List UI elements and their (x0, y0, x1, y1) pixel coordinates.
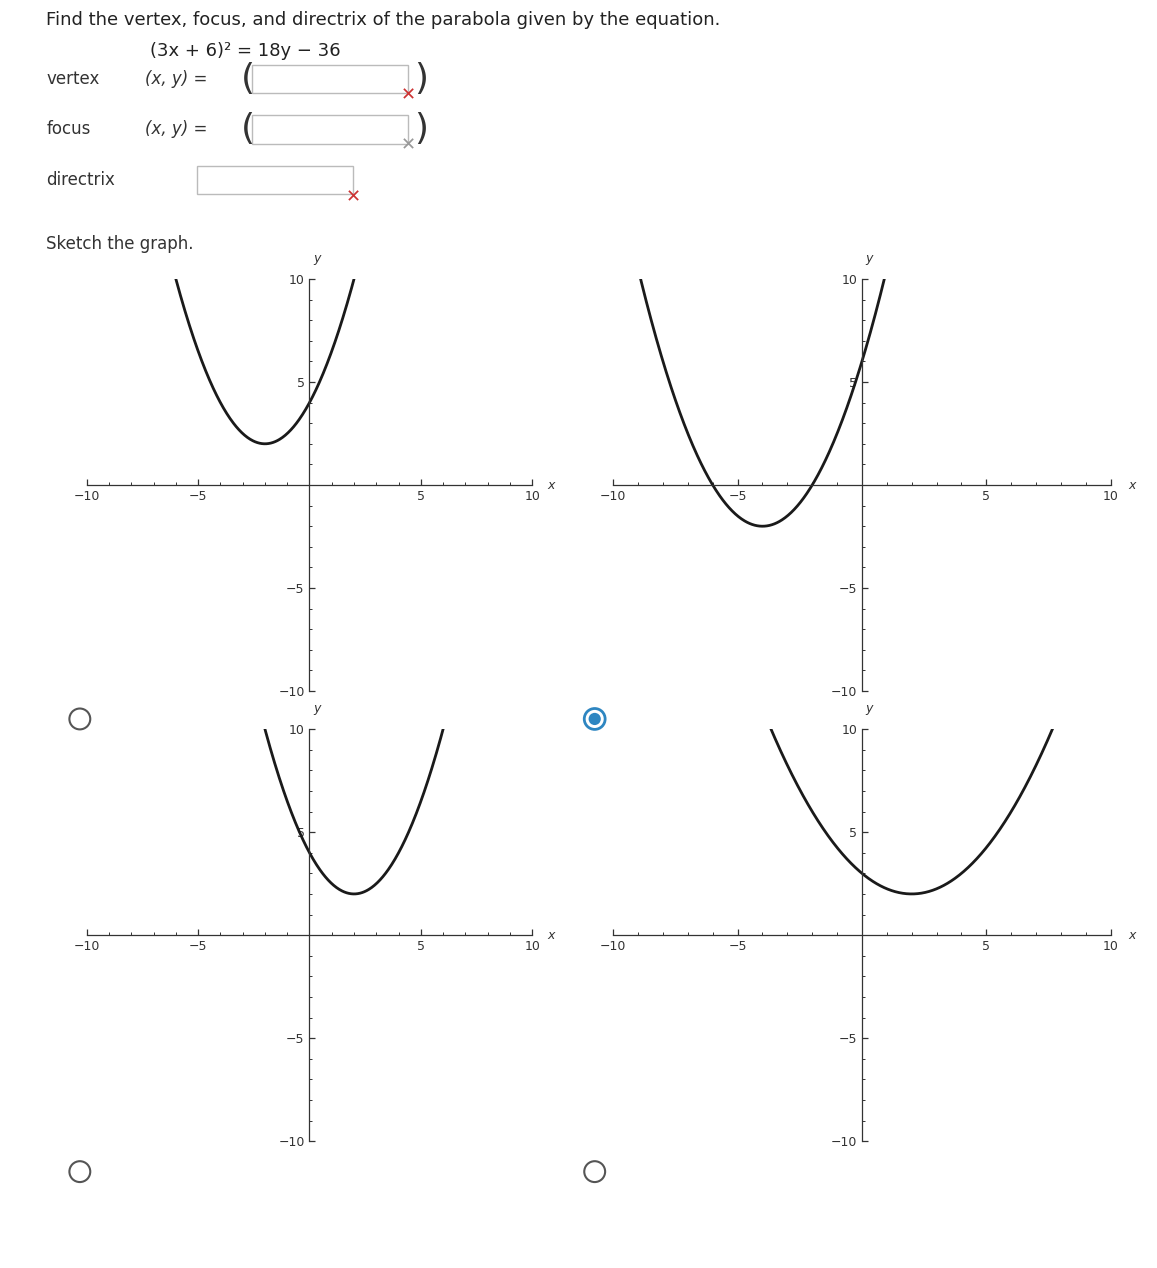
Text: (: ( (241, 62, 255, 96)
Text: y: y (865, 701, 874, 715)
Text: y: y (312, 251, 320, 265)
Text: (3x + 6)² = 18y − 36: (3x + 6)² = 18y − 36 (150, 42, 341, 60)
Text: x: x (1128, 478, 1135, 492)
FancyBboxPatch shape (252, 65, 408, 93)
FancyBboxPatch shape (252, 115, 408, 143)
Text: focus: focus (46, 120, 90, 138)
Circle shape (589, 713, 600, 725)
Text: y: y (865, 251, 874, 265)
Text: ✕: ✕ (400, 137, 417, 155)
Text: Find the vertex, focus, and directrix of the parabola given by the equation.: Find the vertex, focus, and directrix of… (46, 11, 721, 29)
Text: x: x (547, 478, 555, 492)
Text: (x, y) =: (x, y) = (145, 70, 212, 87)
Text: (: ( (241, 113, 255, 146)
Text: ✕: ✕ (400, 86, 417, 104)
Text: vertex: vertex (46, 70, 100, 87)
Text: ✕: ✕ (345, 188, 361, 205)
Text: x: x (547, 928, 555, 942)
Text: Sketch the graph.: Sketch the graph. (46, 235, 193, 254)
Text: ): ) (414, 62, 428, 96)
FancyBboxPatch shape (197, 166, 353, 194)
Text: (x, y) =: (x, y) = (145, 120, 212, 138)
Text: ): ) (414, 113, 428, 146)
Text: y: y (312, 701, 320, 715)
Text: x: x (1128, 928, 1135, 942)
Text: directrix: directrix (46, 171, 116, 189)
